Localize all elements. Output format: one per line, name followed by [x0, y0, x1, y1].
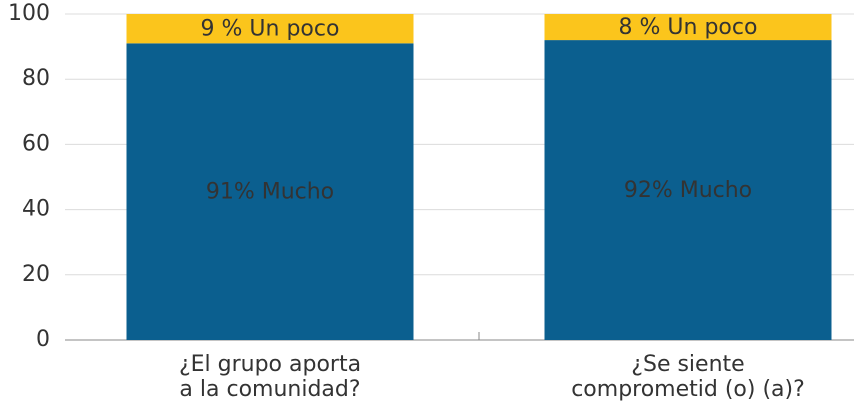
bar-segment — [126, 43, 414, 341]
value-label: 8 % Un poco — [619, 15, 758, 40]
x-tick-label: a la comunidad? — [179, 377, 360, 402]
y-tick-label: 100 — [8, 1, 50, 26]
x-tick-label: ¿El grupo aporta — [179, 352, 361, 377]
y-tick-label: 80 — [22, 66, 50, 91]
bar-segment — [544, 14, 832, 41]
value-label: 92% Mucho — [624, 178, 752, 203]
y-tick-label: 60 — [22, 131, 50, 156]
x-tick-label: comprometid (o) (a)? — [571, 377, 805, 402]
y-tick-label: 20 — [22, 262, 50, 287]
y-tick-label: 40 — [22, 197, 50, 222]
value-label: 9 % Un poco — [201, 17, 340, 42]
y-tick-label: 0 — [36, 327, 50, 352]
bar-segment — [544, 40, 832, 341]
x-tick-label: ¿Se siente — [631, 352, 744, 377]
bar-segment — [126, 14, 414, 44]
value-label: 91% Mucho — [206, 180, 334, 205]
